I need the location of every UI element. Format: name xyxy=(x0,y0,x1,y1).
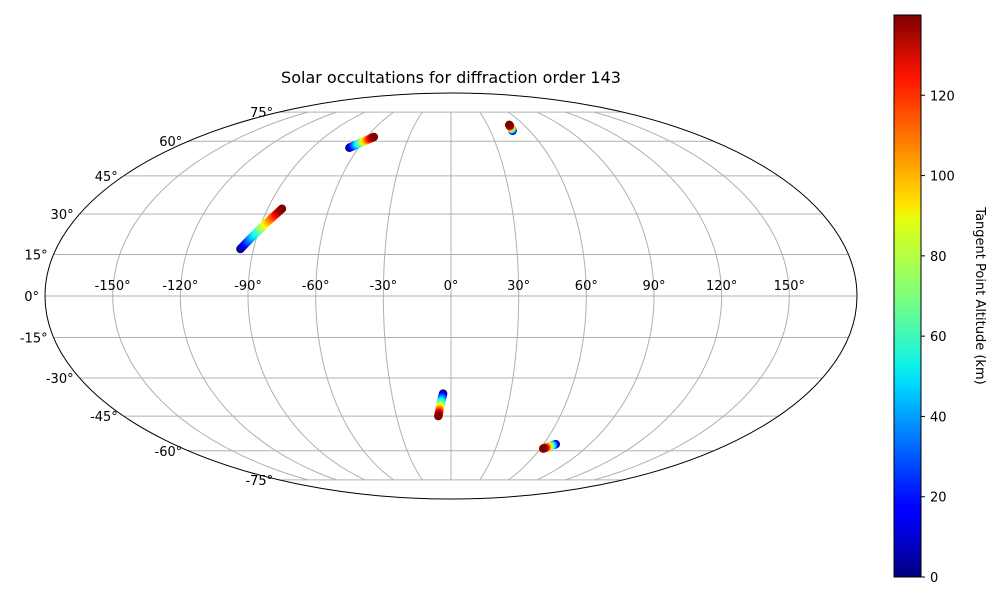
occultation-point xyxy=(277,204,287,213)
longitude-tick-label: 0° xyxy=(444,279,459,294)
occultation-point xyxy=(434,412,443,421)
colorbar-label: Tangent Point Altitude (km) xyxy=(972,206,987,384)
longitude-tick-labels: -150° -120° -90° -60° -30° 0° 30° 60° 90° 120° 150… xyxy=(95,279,805,294)
latitude-tick-label: -15° xyxy=(20,332,48,347)
latitude-tick-label: -75° xyxy=(245,474,273,489)
latitude-tick-label: 30° xyxy=(51,208,74,223)
colorbar-tick-label: 40 xyxy=(930,410,947,425)
longitude-tick-label: 60° xyxy=(575,279,598,294)
longitude-tick-label: 30° xyxy=(507,279,530,294)
longitude-tick-label: -30° xyxy=(369,279,397,294)
colorbar: 0 20 40 60 80 100 120 Tangent Point Altitude (… xyxy=(893,14,987,586)
latitude-tick-label: -30° xyxy=(46,372,74,387)
longitude-tick-label: -150° xyxy=(95,279,131,294)
chart-title: Solar occultations for diffraction order… xyxy=(281,68,621,87)
map-gridlines xyxy=(45,111,857,481)
longitude-tick-label: 150° xyxy=(774,279,805,294)
latitude-tick-label: 0° xyxy=(24,290,39,305)
occultation-points xyxy=(236,120,560,453)
latitude-tick-label: 15° xyxy=(25,248,48,263)
map-frame xyxy=(44,92,858,500)
colorbar-ticks: 0 20 40 60 80 100 120 xyxy=(921,89,955,586)
colorbar-tick-label: 0 xyxy=(930,571,938,586)
colorbar-tick-label: 100 xyxy=(930,170,955,185)
colorbar-gradient xyxy=(893,14,922,578)
latitude-tick-label: -60° xyxy=(155,445,183,460)
latitude-tick-labels: 75° 60° 45° 30° 15° 0° -15° -30° -45° -60° -75° xyxy=(20,106,273,489)
longitude-tick-label: -120° xyxy=(162,279,198,294)
latitude-tick-label: 60° xyxy=(159,135,182,150)
longitude-tick-label: -60° xyxy=(302,279,330,294)
latitude-tick-label: -45° xyxy=(90,410,118,425)
longitude-tick-label: 90° xyxy=(642,279,665,294)
colorbar-tick-label: 120 xyxy=(930,89,955,104)
occultation-point xyxy=(539,444,548,453)
latitude-tick-label: 45° xyxy=(95,170,118,185)
occultation-point xyxy=(369,132,379,142)
longitude-tick-label: 120° xyxy=(706,279,737,294)
occultation-point xyxy=(505,120,514,129)
longitude-tick-label: -90° xyxy=(234,279,262,294)
colorbar-tick-label: 80 xyxy=(930,250,947,265)
latitude-tick-label: 75° xyxy=(250,106,273,121)
colorbar-tick-label: 60 xyxy=(930,330,947,345)
colorbar-tick-label: 20 xyxy=(930,491,947,506)
